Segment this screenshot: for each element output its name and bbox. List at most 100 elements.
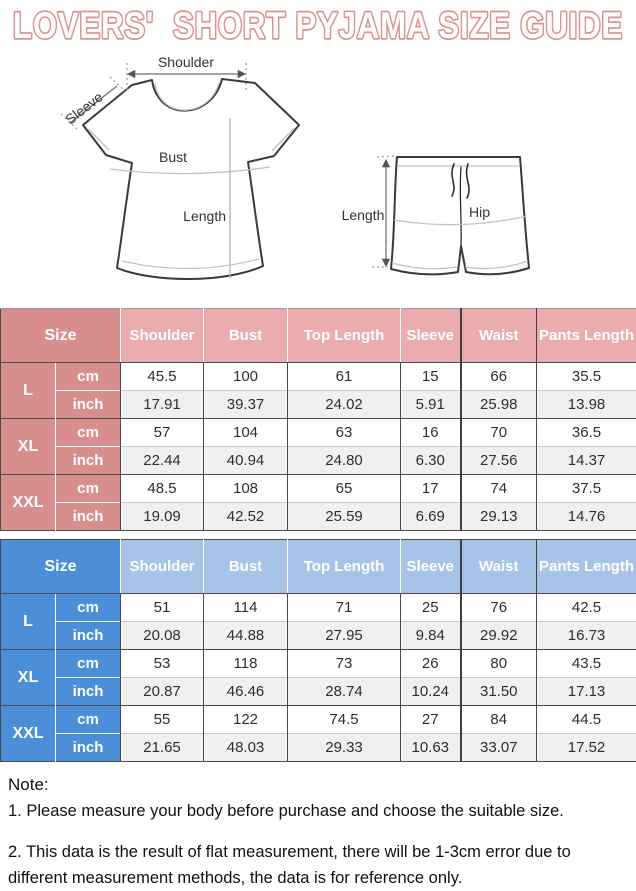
value-waist: 84 — [461, 706, 537, 734]
value-waist: 31.50 — [461, 678, 537, 706]
unit-label: inch — [56, 622, 121, 650]
value-waist: 29.92 — [461, 622, 537, 650]
value-sleeve: 17 — [401, 475, 461, 503]
value-sleeve: 10.24 — [401, 678, 461, 706]
value-shoulder: 22.44 — [121, 447, 204, 475]
unit-label: cm — [56, 706, 121, 734]
unit-label: inch — [56, 678, 121, 706]
size-table-blue: Size Shoulder Bust Top Length Sleeve Wai… — [0, 539, 636, 762]
value-sleeve: 15 — [401, 363, 461, 391]
value-top-length: 25.59 — [288, 503, 401, 531]
value-sleeve: 16 — [401, 419, 461, 447]
value-pants-length: 16.73 — [537, 622, 636, 650]
value-sleeve: 25 — [401, 594, 461, 622]
size-label: XXL — [1, 475, 56, 531]
value-pants-length: 13.98 — [537, 391, 636, 419]
value-top-length: 71 — [288, 594, 401, 622]
unit-label: cm — [56, 650, 121, 678]
page-title: LOVERS' SHORT PYJAMA SIZE GUIDE — [13, 5, 623, 46]
value-top-length: 29.33 — [288, 734, 401, 762]
value-shoulder: 57 — [121, 419, 204, 447]
value-pants-length: 35.5 — [537, 363, 636, 391]
value-bust: 108 — [204, 475, 288, 503]
col-header-shoulder: Shoulder — [121, 540, 204, 594]
value-top-length: 24.02 — [288, 391, 401, 419]
value-shoulder: 20.87 — [121, 678, 204, 706]
col-header-pants-length: Pants Length — [537, 540, 636, 594]
value-shoulder: 51 — [121, 594, 204, 622]
col-header-bust: Bust — [204, 540, 288, 594]
value-pants-length: 36.5 — [537, 419, 636, 447]
size-table-pink: Size Shoulder Bust Top Length Sleeve Wai… — [0, 308, 636, 531]
value-bust: 46.46 — [204, 678, 288, 706]
value-top-length: 61 — [288, 363, 401, 391]
col-header-sleeve: Sleeve — [401, 309, 461, 363]
col-header-top-length: Top Length — [288, 309, 401, 363]
tshirt-diagram: Shoulder Sleeve Bust Length — [40, 50, 340, 300]
value-sleeve: 5.91 — [401, 391, 461, 419]
value-bust: 40.94 — [204, 447, 288, 475]
hero-section: LOVERS' SHORT PYJAMA SIZE GUIDE — [0, 0, 636, 308]
hip-label: Hip — [469, 204, 490, 220]
col-header-waist: Waist — [461, 309, 537, 363]
unit-label: cm — [56, 594, 121, 622]
shorts-length-label: Length — [342, 207, 385, 223]
col-header-pants-length: Pants Length — [537, 309, 636, 363]
value-bust: 42.52 — [204, 503, 288, 531]
size-label: L — [1, 363, 56, 419]
unit-label: cm — [56, 475, 121, 503]
value-pants-length: 37.5 — [537, 475, 636, 503]
size-column-header: Size — [1, 540, 121, 594]
value-shoulder: 48.5 — [121, 475, 204, 503]
size-label: XL — [1, 650, 56, 706]
value-top-length: 65 — [288, 475, 401, 503]
value-waist: 66 — [461, 363, 537, 391]
value-waist: 29.13 — [461, 503, 537, 531]
header-row: Size Shoulder Bust Top Length Sleeve Wai… — [1, 309, 636, 363]
size-label: XL — [1, 419, 56, 475]
unit-label: inch — [56, 447, 121, 475]
value-pants-length: 14.37 — [537, 447, 636, 475]
value-waist: 70 — [461, 419, 537, 447]
header-row: Size Shoulder Bust Top Length Sleeve Wai… — [1, 540, 636, 594]
value-shoulder: 45.5 — [121, 363, 204, 391]
value-pants-length: 14.76 — [537, 503, 636, 531]
note-item-2: 2. This data is the result of flat measu… — [8, 839, 626, 891]
value-bust: 48.03 — [204, 734, 288, 762]
size-label: L — [1, 594, 56, 650]
value-shoulder: 55 — [121, 706, 204, 734]
value-waist: 33.07 — [461, 734, 537, 762]
value-shoulder: 21.65 — [121, 734, 204, 762]
value-bust: 104 — [204, 419, 288, 447]
value-pants-length: 42.5 — [537, 594, 636, 622]
value-pants-length: 43.5 — [537, 650, 636, 678]
value-pants-length: 17.52 — [537, 734, 636, 762]
value-pants-length: 17.13 — [537, 678, 636, 706]
value-top-length: 24.80 — [288, 447, 401, 475]
value-sleeve: 6.30 — [401, 447, 461, 475]
unit-label: inch — [56, 503, 121, 531]
shoulder-label: Shoulder — [158, 54, 214, 70]
value-pants-length: 44.5 — [537, 706, 636, 734]
value-top-length: 27.95 — [288, 622, 401, 650]
value-sleeve: 26 — [401, 650, 461, 678]
value-shoulder: 53 — [121, 650, 204, 678]
value-waist: 27.56 — [461, 447, 537, 475]
value-waist: 76 — [461, 594, 537, 622]
unit-label: inch — [56, 734, 121, 762]
value-bust: 39.37 — [204, 391, 288, 419]
col-header-waist: Waist — [461, 540, 537, 594]
col-header-sleeve: Sleeve — [401, 540, 461, 594]
value-top-length: 74.5 — [288, 706, 401, 734]
page-title-graphic: LOVERS' SHORT PYJAMA SIZE GUIDE — [0, 0, 636, 50]
value-sleeve: 6.69 — [401, 503, 461, 531]
col-header-shoulder: Shoulder — [121, 309, 204, 363]
